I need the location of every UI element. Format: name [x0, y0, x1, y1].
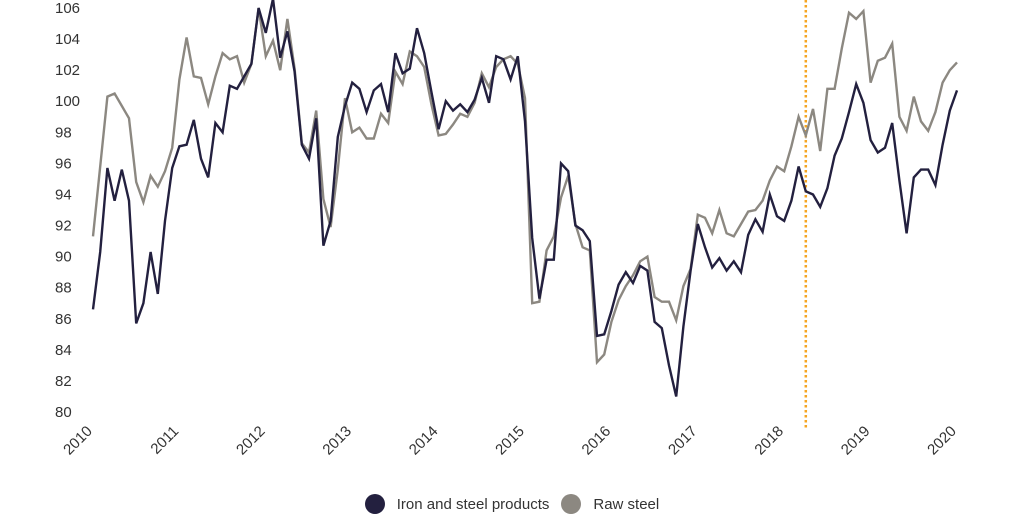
- x-tick-label: 2015: [492, 423, 528, 459]
- legend-item-raw-steel: Raw steel: [561, 494, 659, 514]
- x-tick-label: 2014: [406, 423, 442, 459]
- x-tick-label: 2010: [60, 423, 96, 459]
- y-axis: 80 82 84 86 88 90 92 94 96 98 100 102 104 106: [55, 0, 80, 421]
- legend: Iron and steel products Raw steel: [0, 494, 1024, 514]
- y-tick-label: 100: [55, 93, 80, 110]
- x-axis: 2010 2011 2012 2013 2014 2015 2016 2017 2018 2019…: [60, 423, 960, 459]
- legend-label: Raw steel: [593, 495, 660, 513]
- x-tick-label: 2012: [233, 423, 269, 459]
- series-line-iron-and-steel-products: [91, 0, 959, 397]
- y-tick-label: 90: [55, 249, 72, 266]
- legend-swatch-icon: [561, 494, 582, 514]
- x-tick-label: 2011: [147, 423, 182, 458]
- legend-item-iron-and-steel-products: Iron and steel products: [364, 494, 550, 514]
- x-tick-label: 2016: [579, 423, 615, 459]
- plot-series: [91, 0, 959, 397]
- x-tick-label: 2019: [838, 423, 874, 459]
- y-tick-label: 82: [55, 373, 72, 390]
- y-tick-label: 80: [55, 404, 72, 421]
- y-tick-label: 98: [55, 124, 72, 141]
- y-tick-label: 86: [55, 311, 72, 328]
- y-tick-label: 94: [55, 186, 72, 203]
- y-tick-label: 92: [55, 218, 72, 235]
- y-tick-label: 104: [55, 31, 80, 48]
- y-tick-label: 102: [55, 62, 80, 79]
- x-tick-label: 2020: [924, 423, 960, 459]
- series-line-raw-steel: [91, 7, 958, 366]
- legend-swatch-icon: [364, 494, 385, 514]
- y-tick-label: 88: [55, 280, 72, 297]
- y-tick-label: 84: [55, 342, 72, 359]
- y-tick-label: 96: [55, 155, 72, 172]
- y-tick-label: 106: [55, 0, 80, 17]
- x-tick-label: 2017: [665, 423, 701, 459]
- x-tick-label: 2018: [751, 423, 787, 459]
- x-tick-label: 2013: [319, 423, 355, 459]
- legend-label: Iron and steel products: [396, 495, 550, 513]
